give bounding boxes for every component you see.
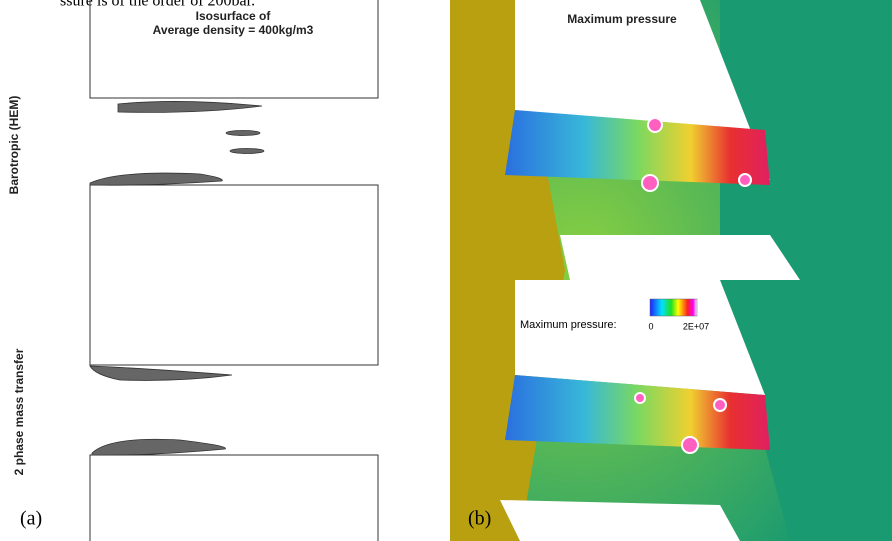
panel-b-title: Maximum pressure xyxy=(567,12,677,26)
isosurfaces xyxy=(90,101,264,455)
panel-a-title: Average density = 400kg/m3 xyxy=(153,23,314,37)
panel-label: (b) xyxy=(468,508,491,530)
pressure-spot xyxy=(648,118,662,132)
colorbar xyxy=(650,299,697,316)
pressure-spot xyxy=(739,174,751,186)
colorbar-min: 0 xyxy=(648,321,653,331)
panel-a-title: Isosurface of xyxy=(196,9,272,23)
isosurface xyxy=(230,149,264,154)
isosurface xyxy=(226,131,260,136)
obstacle-face xyxy=(500,500,740,541)
pressure-spot xyxy=(714,399,726,411)
page: {"caption_fragment": "ssure is of the or… xyxy=(0,0,892,541)
row-label: 2 phase mass transfer xyxy=(12,348,26,475)
panel-label: (a) xyxy=(20,508,42,530)
panel-b xyxy=(450,0,892,541)
isosurface xyxy=(118,101,262,112)
figure: ssure is of the order of 200bar. Isosurf… xyxy=(0,0,892,541)
row-label: Barotropic (HEM) xyxy=(7,96,21,195)
domain-box xyxy=(90,455,378,541)
domain-box xyxy=(90,185,378,365)
obstacle-face xyxy=(560,235,800,280)
panel-a xyxy=(90,0,378,541)
pressure-spot xyxy=(635,393,645,403)
colorbar-title: Maximum pressure: xyxy=(520,319,617,331)
pressure-spot xyxy=(682,437,698,453)
isosurface xyxy=(90,366,232,380)
isosurface xyxy=(92,439,225,455)
isosurface xyxy=(90,173,222,185)
pressure-spot xyxy=(642,175,658,191)
colorbar-max: 2E+07 xyxy=(683,321,709,331)
